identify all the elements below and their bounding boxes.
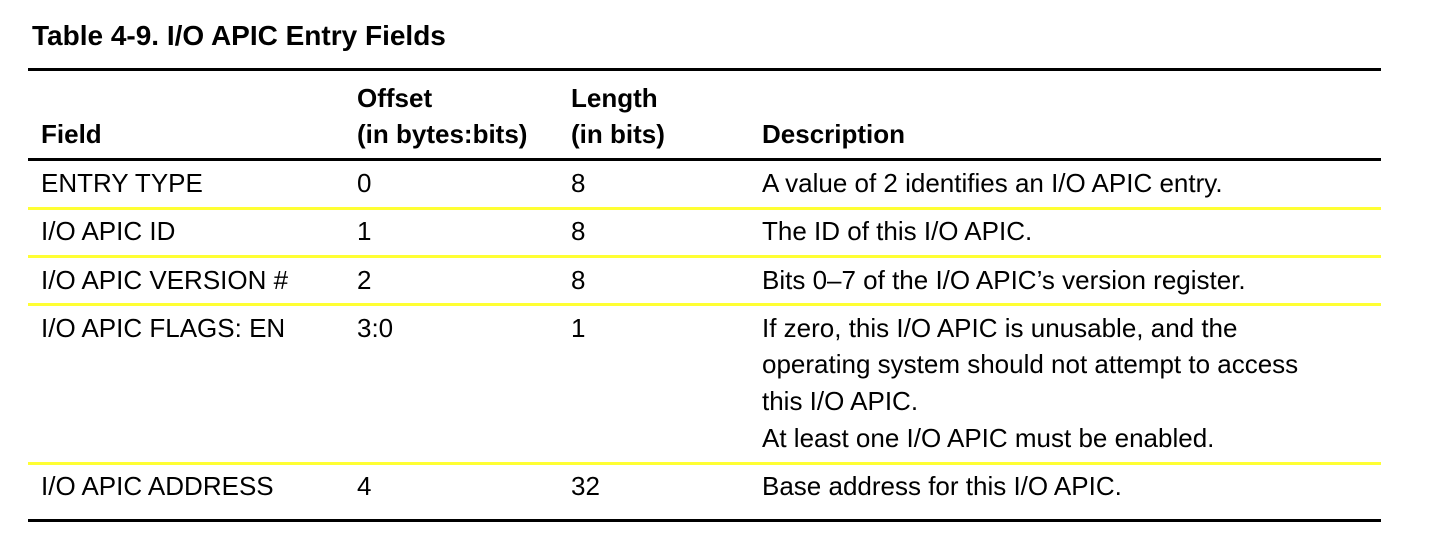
header-rule: [28, 158, 1381, 161]
row-apic-version-offset: 2: [357, 265, 372, 295]
header-offset-line1: Offset: [357, 83, 433, 113]
table-top-rule: [28, 68, 1381, 71]
row-apic-flags-field: I/O APIC FLAGS: EN: [41, 313, 286, 343]
row-entry-type-description: A value of 2 identifies an I/O APIC entr…: [762, 168, 1223, 198]
header-description: Description: [762, 119, 906, 149]
table-bottom-rule: [28, 519, 1381, 522]
row-apic-flags-length: 1: [571, 313, 586, 343]
row-apic-version-description: Bits 0–7 of the I/O APIC’s version regis…: [762, 265, 1246, 295]
row-apic-flags-description-line2: operating system should not attempt to a…: [762, 349, 1299, 379]
row-separator: [28, 255, 1381, 258]
row-apic-address-length: 32: [571, 471, 600, 501]
row-apic-id-field: I/O APIC ID: [41, 216, 176, 246]
row-apic-id-length: 8: [571, 216, 586, 246]
row-apic-flags-offset: 3:0: [357, 313, 394, 343]
table-title: Table 4-9. I/O APIC Entry Fields: [32, 20, 446, 51]
header-length-line1: Length: [571, 83, 658, 113]
header-length-line2: (in bits): [571, 119, 665, 149]
row-apic-version-length: 8: [571, 265, 586, 295]
row-apic-address-field: I/O APIC ADDRESS: [41, 471, 274, 501]
row-apic-address-description: Base address for this I/O APIC.: [762, 471, 1122, 501]
row-entry-type-offset: 0: [357, 168, 372, 198]
row-entry-type-field: ENTRY TYPE: [41, 168, 203, 198]
header-field: Field: [41, 119, 102, 149]
row-apic-address-offset: 4: [357, 471, 372, 501]
row-apic-version-field: I/O APIC VERSION #: [41, 265, 289, 295]
row-entry-type-length: 8: [571, 168, 586, 198]
row-apic-id-description: The ID of this I/O APIC.: [762, 216, 1033, 246]
header-offset-line2: (in bytes:bits): [357, 119, 528, 149]
row-separator: [28, 462, 1381, 465]
row-apic-flags-description-line1: If zero, this I/O APIC is unusable, and …: [762, 313, 1238, 343]
row-apic-flags-description-line3: this I/O APIC.: [762, 386, 919, 416]
row-apic-id-offset: 1: [357, 216, 372, 246]
row-apic-flags-description-line4: At least one I/O APIC must be enabled.: [762, 423, 1215, 453]
row-separator: [28, 303, 1381, 306]
row-separator: [28, 207, 1381, 210]
